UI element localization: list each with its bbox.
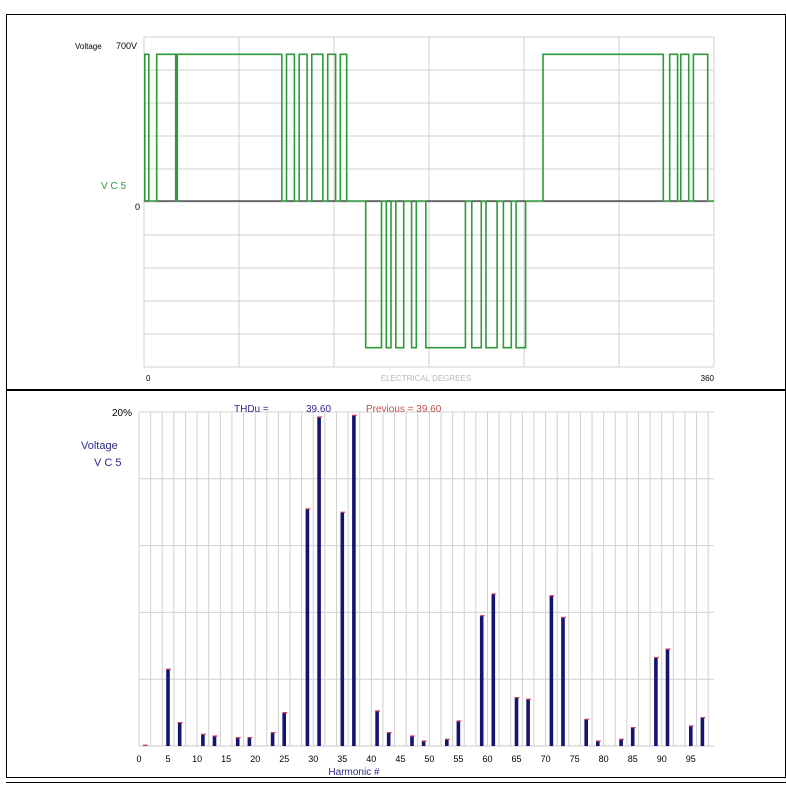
harmonic-bar [526,699,530,746]
harmonic-bar [630,727,635,746]
harmonic-chart: 0 5 10 15 20 25 30 35 40 45 50 55 60 65 70 75 80 85 90 95 2… [81,404,714,778]
harmonic-x-tick-label: 95 [686,754,696,764]
harmonic-bar [201,734,205,746]
bottom-rule [6,782,786,783]
harmonic-bar [305,508,310,746]
harmonic-bar [456,721,461,746]
waveform-x-end-label: 360 [701,374,715,383]
harmonic-x-tick-label: 0 [136,754,141,764]
previous-thd-label: Previous = 39.60 [366,404,442,415]
harmonic-grid [138,411,714,747]
harmonic-x-tick-label: 85 [628,754,638,764]
harmonic-x-tick-label: 65 [511,754,521,764]
harmonic-x-tick-label: 80 [599,754,609,764]
harmonic-bar [340,512,345,746]
waveform-chart: Voltage 700V V C 5 0 0 ELECTRICAL DEGREE… [75,36,715,383]
harmonic-bar [596,741,600,746]
harmonic-series-label: V C 5 [94,457,122,469]
harmonic-bar [212,736,217,746]
waveform-x-axis-label: ELECTRICAL DEGREES [381,374,471,383]
harmonic-bar [561,617,565,746]
harmonic-bar [177,722,182,746]
harmonic-x-tick-label: 15 [221,754,231,764]
harmonic-bar [270,732,275,746]
harmonic-bar [352,415,356,746]
harmonic-y-label: Voltage [81,440,118,452]
harmonic-bar [317,417,321,746]
harmonic-x-tick-label: 70 [541,754,551,764]
waveform-zero-label: 0 [135,202,140,212]
thd-label: THDu = [234,404,269,415]
thd-value: 39.60 [306,404,331,415]
harmonic-bar [584,719,588,746]
harmonic-x-tick-label: 60 [482,754,492,764]
harmonic-bar [247,737,252,746]
harmonic-x-tick-label: 50 [424,754,434,764]
waveform-grid [143,36,715,368]
waveform-line [144,53,714,349]
harmonic-bar [166,669,170,746]
harmonic-x-tick-label: 5 [165,754,170,764]
harmonic-x-tick-label: 40 [366,754,376,764]
harmonic-bar [700,717,705,746]
harmonic-x-tick-label: 45 [395,754,405,764]
harmonic-x-ticks: 0 5 10 15 20 25 30 35 40 45 50 55 60 65 70 75 80 85 90 95 [136,754,695,764]
harmonic-bar [549,595,554,746]
harmonic-bar [375,710,379,746]
harmonic-bar [445,739,449,746]
waveform-series [144,53,714,349]
waveform-y-label: Voltage [75,42,102,51]
harmonic-x-tick-label: 20 [250,754,260,764]
harmonic-x-tick-label: 25 [279,754,289,764]
harmonic-bar [235,737,240,746]
harmonic-bar [282,712,286,746]
harmonic-x-tick-label: 30 [308,754,318,764]
harmonic-x-tick-label: 10 [192,754,202,764]
harmonic-bar [665,649,670,746]
waveform-x-start-label: 0 [146,374,151,383]
harmonic-bar [619,739,623,746]
harmonic-bar [689,726,693,746]
waveform-series-label: V C 5 [101,181,126,192]
waveform-y-max-label: 700V [116,41,137,51]
harmonic-bars [143,414,706,746]
harmonic-bar [386,732,391,746]
harmonic-bar [514,697,519,746]
harmonic-y-top-label: 20% [112,408,132,419]
harmonic-x-tick-label: 55 [453,754,463,764]
harmonic-x-axis-label: Harmonic # [328,767,380,778]
harmonic-bar [479,615,484,746]
harmonic-bar [421,741,426,746]
harmonic-bar [491,594,496,746]
harmonic-x-tick-label: 75 [570,754,580,764]
harmonic-bar [654,657,658,746]
harmonic-bar [410,736,414,746]
harmonic-x-tick-label: 35 [337,754,347,764]
harmonic-x-tick-label: 90 [657,754,667,764]
